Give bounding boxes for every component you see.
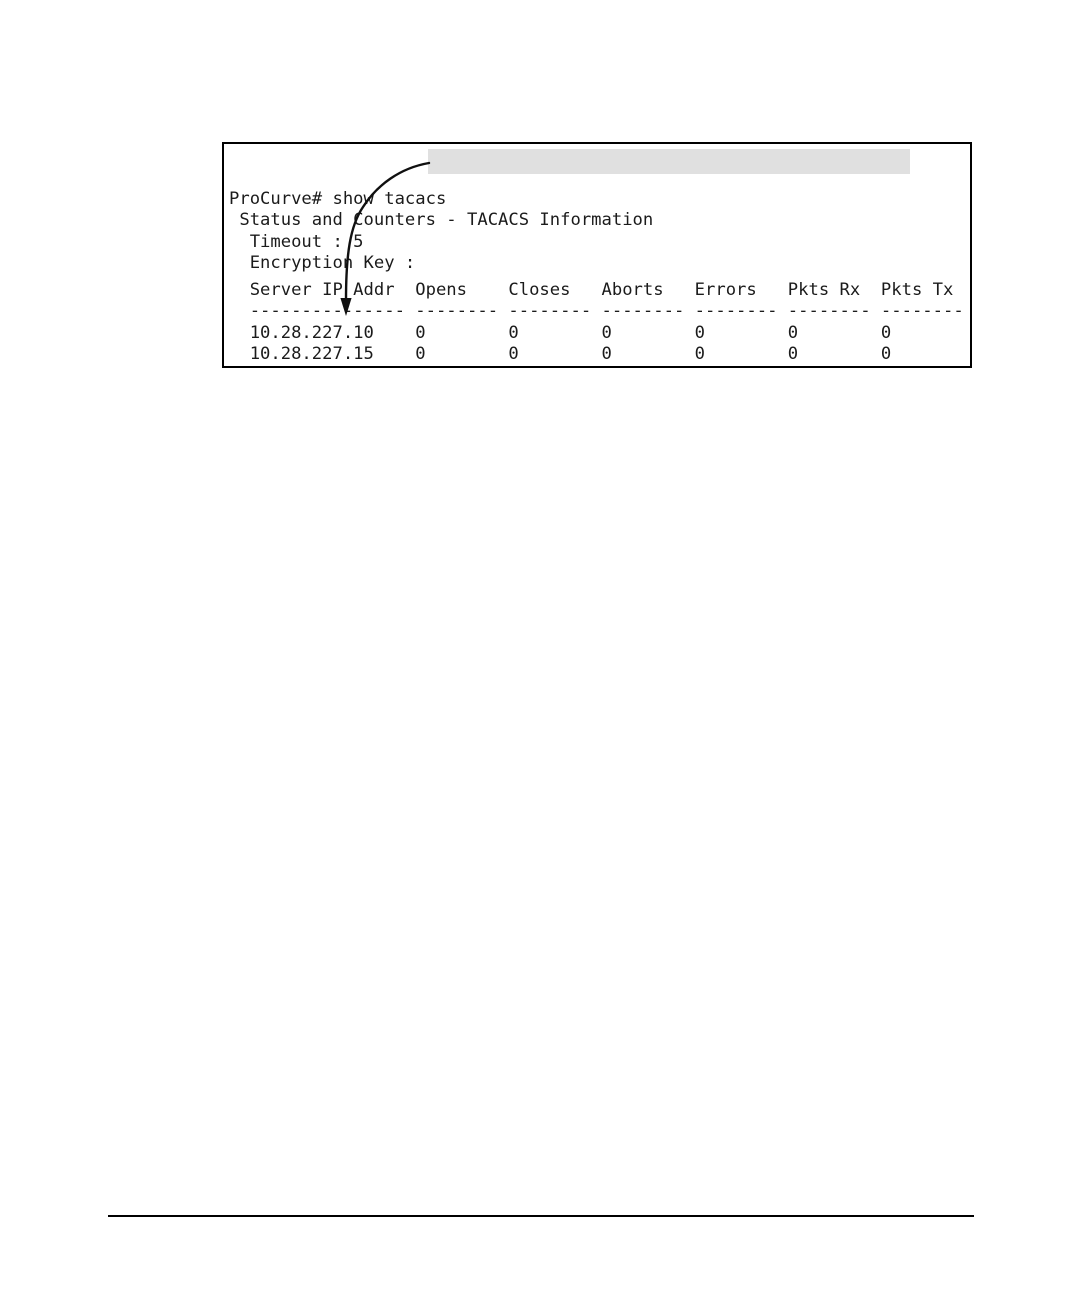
callout-highlight-bar <box>428 149 910 174</box>
terminal-tacacs-table: Server IP Addr Opens Closes Aborts Error… <box>249 280 964 365</box>
terminal-figure-box: ProCurve# show tacacs Status and Counter… <box>222 142 972 368</box>
footer-rule <box>108 1215 974 1217</box>
terminal-console-output: ProCurve# show tacacs Status and Counter… <box>229 189 654 274</box>
